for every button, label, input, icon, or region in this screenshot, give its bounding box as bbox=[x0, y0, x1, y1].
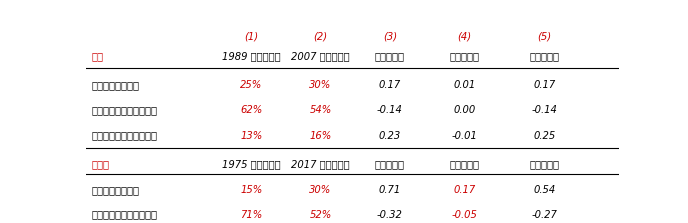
Text: (3): (3) bbox=[383, 31, 397, 41]
Text: 1989 年のシェア: 1989 年のシェア bbox=[222, 52, 281, 62]
Text: 0.25: 0.25 bbox=[533, 131, 556, 141]
Text: 2007 年のシェア: 2007 年のシェア bbox=[291, 52, 350, 62]
Text: 54%: 54% bbox=[310, 105, 332, 115]
Text: (1): (1) bbox=[244, 31, 259, 41]
Text: 米国: 米国 bbox=[92, 52, 103, 62]
Text: 71%: 71% bbox=[240, 210, 262, 220]
Text: うち企業内: うち企業内 bbox=[449, 159, 480, 169]
Text: 30%: 30% bbox=[310, 185, 332, 195]
Text: 0.54: 0.54 bbox=[533, 185, 556, 195]
Text: 0.17: 0.17 bbox=[533, 80, 556, 90]
Text: うち企業間: うち企業間 bbox=[530, 52, 559, 62]
Text: 2017 年のシェア: 2017 年のシェア bbox=[291, 159, 350, 169]
Text: -0.14: -0.14 bbox=[377, 105, 403, 115]
Text: 0.17: 0.17 bbox=[379, 80, 401, 90]
Text: 0.17: 0.17 bbox=[453, 185, 475, 195]
Text: 16%: 16% bbox=[310, 131, 332, 141]
Text: -0.01: -0.01 bbox=[451, 131, 477, 141]
Text: 0.01: 0.01 bbox=[453, 80, 475, 90]
Text: 0.71: 0.71 bbox=[379, 185, 401, 195]
Text: ルーティンタスクの職種: ルーティンタスクの職種 bbox=[92, 105, 158, 115]
Text: うち企業内: うち企業内 bbox=[449, 52, 480, 62]
Text: 1975 年のシェア: 1975 年のシェア bbox=[222, 159, 281, 169]
Text: ルーティンタスクの職種: ルーティンタスクの職種 bbox=[92, 210, 158, 220]
Text: うち企業間: うち企業間 bbox=[530, 159, 559, 169]
Text: -0.14: -0.14 bbox=[532, 105, 557, 115]
Text: 対数変化率: 対数変化率 bbox=[375, 52, 405, 62]
Text: 25%: 25% bbox=[240, 80, 262, 90]
Text: 知的タスクの職種: 知的タスクの職種 bbox=[92, 80, 140, 90]
Text: 対数変化率: 対数変化率 bbox=[375, 159, 405, 169]
Text: 0.23: 0.23 bbox=[379, 131, 401, 141]
Text: (5): (5) bbox=[537, 31, 552, 41]
Text: 62%: 62% bbox=[240, 105, 262, 115]
Text: 15%: 15% bbox=[240, 185, 262, 195]
Text: 52%: 52% bbox=[310, 210, 332, 220]
Text: 知的タスクの職種: 知的タスクの職種 bbox=[92, 185, 140, 195]
Text: 30%: 30% bbox=[310, 80, 332, 90]
Text: -0.32: -0.32 bbox=[377, 210, 403, 220]
Text: 13%: 13% bbox=[240, 131, 262, 141]
Text: マニュアルタスクの職種: マニュアルタスクの職種 bbox=[92, 131, 158, 141]
Text: -0.05: -0.05 bbox=[451, 210, 477, 220]
Text: (4): (4) bbox=[458, 31, 472, 41]
Text: 0.00: 0.00 bbox=[453, 105, 475, 115]
Text: -0.27: -0.27 bbox=[532, 210, 557, 220]
Text: ドイツ: ドイツ bbox=[92, 159, 109, 169]
Text: (2): (2) bbox=[314, 31, 327, 41]
